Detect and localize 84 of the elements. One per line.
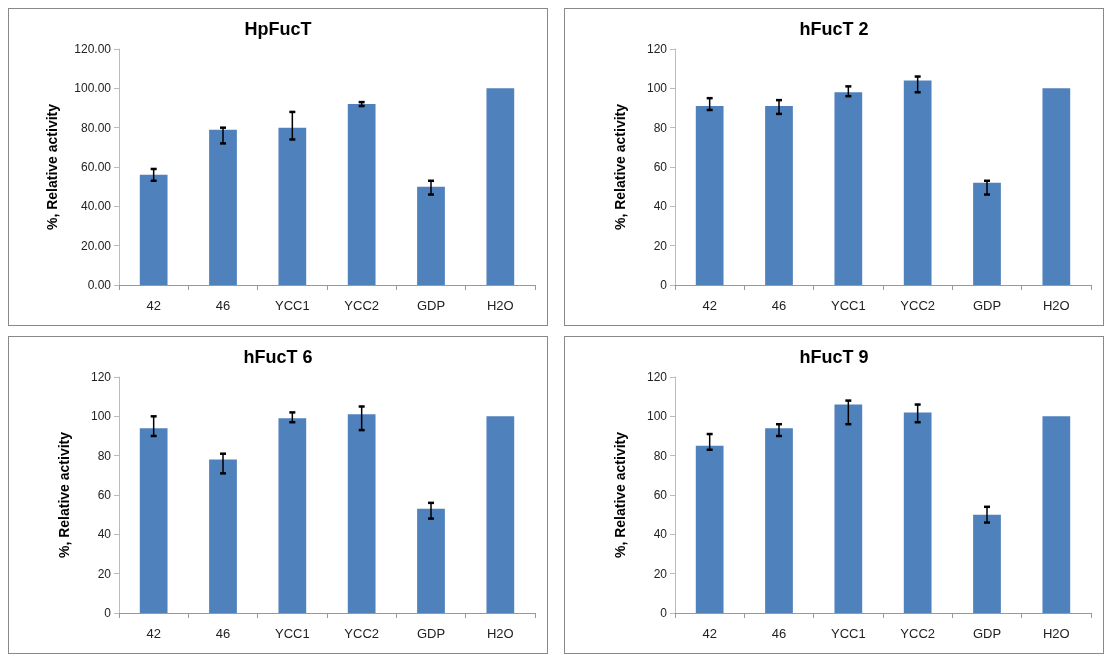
x-tick-label: YCC2 [344, 626, 380, 641]
bar [139, 428, 168, 613]
y-tick-label: 40.00 [80, 199, 112, 214]
y-tick-label: 0 [660, 606, 668, 620]
x-tick-label: YCC2 [900, 298, 936, 313]
x-tick-label: 46 [771, 626, 787, 641]
x-tick-label: GDP [972, 298, 1002, 313]
y-tick-label: 0 [660, 278, 668, 292]
y-tick-label: 100 [90, 409, 112, 424]
x-tick-label: 42 [702, 298, 717, 313]
x-tick-label: 42 [702, 626, 717, 641]
y-tick-label: 20 [653, 566, 668, 581]
bar [486, 416, 515, 613]
bar [347, 414, 376, 613]
y-tick-label: 100 [646, 81, 668, 96]
y-tick-label: 40 [97, 527, 112, 542]
bar [1042, 88, 1071, 285]
x-tick-label: YCC2 [344, 298, 380, 313]
x-tick-label: 42 [146, 626, 161, 641]
x-tick-label: H2O [486, 298, 514, 313]
bar [209, 129, 237, 285]
y-tick-label: 100.00 [74, 81, 112, 96]
x-tick-label: H2O [1042, 626, 1070, 641]
bar [973, 514, 1001, 613]
y-tick-label: 20 [653, 238, 668, 253]
y-axis-title: %, Relative activity [44, 103, 60, 231]
chart-title: hFucT 2 [799, 19, 869, 39]
bar [278, 418, 307, 613]
x-tick-label: H2O [486, 626, 514, 641]
bar [903, 412, 932, 613]
x-tick-label: YCC1 [830, 298, 866, 313]
y-tick-label: 120 [646, 42, 668, 56]
y-tick-label: 60 [653, 488, 668, 502]
bar [278, 127, 307, 285]
bar [765, 106, 793, 285]
bar [347, 104, 376, 285]
y-tick-label: 120 [646, 370, 668, 384]
x-tick-label: YCC1 [830, 626, 866, 641]
y-tick-label: 0 [104, 606, 112, 620]
y-tick-label: 0.00 [87, 278, 112, 292]
x-tick-label: H2O [1042, 298, 1070, 313]
x-tick-label: 46 [215, 298, 231, 313]
y-axis-title: %, Relative activity [612, 431, 628, 559]
x-tick-label: 42 [146, 298, 161, 313]
y-tick-label: 20.00 [80, 238, 112, 253]
bar [139, 174, 168, 285]
y-tick-label: 40 [653, 527, 668, 542]
x-tick-label: YCC1 [274, 298, 310, 313]
y-tick-label: 80 [653, 120, 668, 135]
bar [903, 80, 932, 285]
y-axis-title: %, Relative activity [56, 431, 72, 559]
y-tick-label: 120 [90, 370, 112, 384]
x-tick-label: YCC1 [274, 626, 310, 641]
y-tick-label: 60 [97, 488, 112, 502]
x-tick-label: GDP [416, 298, 446, 313]
y-tick-label: 80.00 [80, 120, 112, 135]
y-axis-title: %, Relative activity [612, 103, 628, 231]
bar [695, 106, 724, 285]
chart-title: hFucT 9 [799, 347, 869, 367]
y-tick-label: 100 [646, 409, 668, 424]
bar [486, 88, 515, 285]
bar [1042, 416, 1071, 613]
x-tick-label: 46 [771, 298, 787, 313]
y-tick-label: 80 [653, 448, 668, 463]
bar [765, 428, 793, 613]
x-tick-label: GDP [972, 626, 1002, 641]
bar [209, 459, 237, 613]
y-tick-label: 60.00 [80, 160, 112, 174]
x-tick-label: YCC2 [900, 626, 936, 641]
x-tick-label: GDP [416, 626, 446, 641]
bar [417, 186, 445, 285]
chart-title: HpFucT [244, 19, 312, 39]
y-tick-label: 40 [653, 199, 668, 214]
y-tick-label: 120.00 [74, 42, 112, 56]
chart-title: hFucT 6 [243, 347, 313, 367]
bar [834, 92, 863, 285]
bar [417, 508, 445, 613]
bar [695, 445, 724, 613]
y-tick-label: 20 [97, 566, 112, 581]
y-tick-label: 80 [97, 448, 112, 463]
x-tick-label: 46 [215, 626, 231, 641]
bar [973, 182, 1001, 285]
y-tick-label: 60 [653, 160, 668, 174]
bar [834, 404, 863, 613]
